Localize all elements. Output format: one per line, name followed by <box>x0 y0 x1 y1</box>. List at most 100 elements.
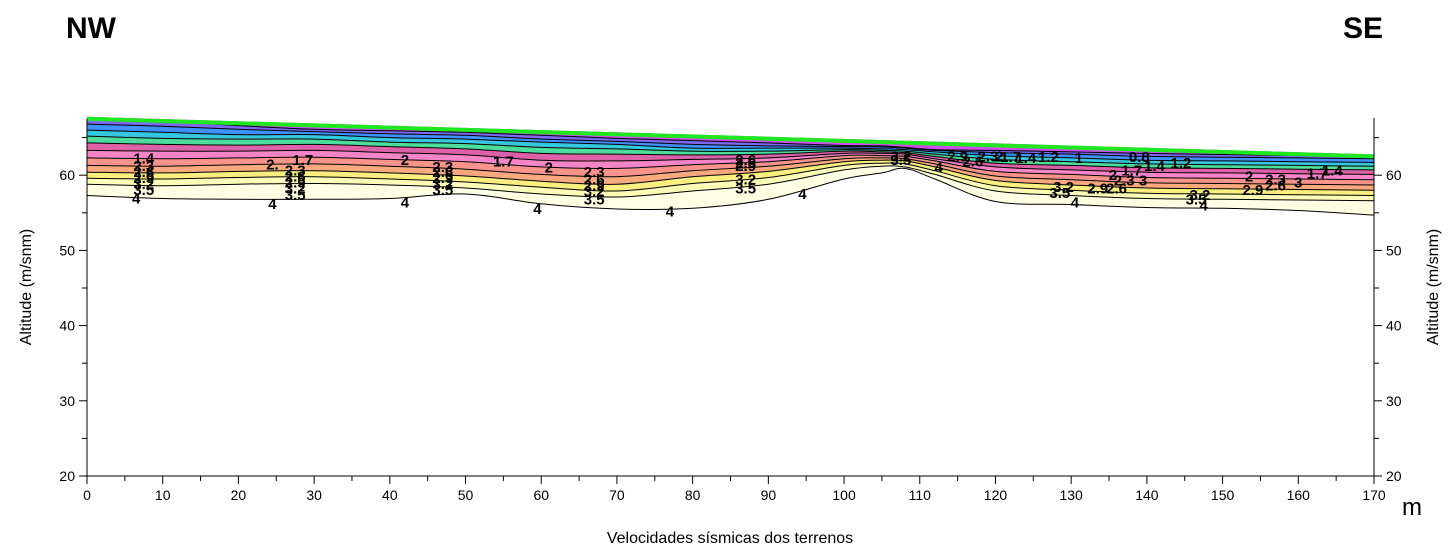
contour-label: 2.9 <box>1087 181 1108 198</box>
contour-line-3-5 <box>87 165 1374 202</box>
contour-line-4 <box>87 167 1374 216</box>
contour-label: 3.2 <box>735 172 756 189</box>
contour-line-1 <box>87 123 1374 160</box>
contour-label: 3.2 <box>133 176 154 193</box>
contour-label: 4 <box>798 186 807 203</box>
contour-lines <box>87 119 1374 216</box>
contour-line-2-9 <box>87 159 1374 191</box>
contour-label: 2 <box>545 160 553 177</box>
contour-label: 2.3 <box>1265 172 1286 189</box>
velocity-band-3-2 <box>87 160 1374 196</box>
contour-label: 2.6 <box>432 164 453 181</box>
contour-line-1-4 <box>87 135 1374 167</box>
x-tick-label: 0 <box>83 487 91 503</box>
contour-line-1-7 <box>87 142 1374 171</box>
contour-line-3-2 <box>87 162 1374 196</box>
contour-label: 1.7 <box>1121 163 1142 180</box>
contour-label: 2.3 <box>735 155 756 172</box>
contour-label: 3.5 <box>735 181 756 198</box>
y-tick-label-left: 60 <box>59 167 75 183</box>
contour-label: 2.3 <box>133 158 154 175</box>
contour-label: 1.2 <box>1171 155 1192 172</box>
x-tick-label: 70 <box>609 487 625 503</box>
contour-label: 4 <box>935 160 944 177</box>
contour-label: 2 <box>1245 169 1253 186</box>
contour-label: 1.4 <box>1144 158 1166 175</box>
x-axis-title: Velocidades sísmicas dos terrenos <box>607 530 853 547</box>
contour-labels: 1.42.32.62.93.23.542. 1.72.32.62.93.23.54… <box>132 148 1343 220</box>
contour-label: 2.9 <box>1242 182 1263 199</box>
contour-label: 2.9 <box>584 178 605 195</box>
contour-label: 2.3 <box>977 148 998 165</box>
y-tick-label-left: 40 <box>59 318 75 334</box>
contour-label: 3 <box>1294 175 1302 192</box>
y-tick-label-right: 30 <box>1386 393 1402 409</box>
contour-label: 2.9 <box>285 175 306 192</box>
corner-label-se: SE <box>1343 12 1384 45</box>
contour-label: 3.5 <box>285 187 306 204</box>
contour-label: 4 <box>533 201 542 218</box>
contour-label: 1.7 <box>1000 149 1021 166</box>
x-tick-label: 50 <box>458 487 474 503</box>
y-axis-title-right: Altitude (m/snm) <box>1425 229 1442 345</box>
contour-label: 4 <box>1071 194 1080 211</box>
contour-label: 1.7 <box>1307 166 1328 183</box>
y-tick-label-right: 20 <box>1386 468 1402 484</box>
contour-line-0-8 <box>87 119 1374 158</box>
axes: 0 10 20 30 40 50 60 70 80 90 100 110 120 130 140 150 160… <box>59 118 1402 503</box>
x-tick-label: 10 <box>155 487 171 503</box>
contour-label: 2.6 <box>584 172 605 189</box>
x-tick-label: 30 <box>306 487 322 503</box>
contour-label: 3.2 <box>890 148 911 165</box>
contour-label: 2.6 <box>735 152 756 169</box>
contour-label: 2.6 <box>1106 181 1127 198</box>
contour-label: 2.6 <box>962 154 983 171</box>
contour-label: 1.4 <box>1322 163 1344 180</box>
x-tick-label: 100 <box>832 487 856 503</box>
contour-label: 3.2 <box>1053 179 1074 196</box>
contour-label: 2.6 <box>285 169 306 186</box>
velocity-band-1-2 <box>87 124 1374 163</box>
contour-label: 2.6 <box>1265 178 1286 195</box>
contour-line-1-2 <box>87 129 1374 163</box>
x-tick-label: 170 <box>1362 487 1386 503</box>
y-tick-label-left: 30 <box>59 393 75 409</box>
y-tick-label-left: 50 <box>59 242 75 258</box>
x-tick-label: 160 <box>1287 487 1311 503</box>
ground-surface-line <box>86 116 1375 159</box>
contour-label: 3.5 <box>890 152 911 169</box>
contour-label: 1.7 <box>493 154 514 171</box>
x-tick-label: 60 <box>533 487 549 503</box>
x-tick-label: 90 <box>761 487 777 503</box>
x-tick-label: 150 <box>1211 487 1235 503</box>
x-tick-label: 130 <box>1059 487 1083 503</box>
contour-label: 3.2 <box>432 176 453 193</box>
contour-label: 2 <box>995 148 1003 165</box>
contour-label: 3.2 <box>285 181 306 198</box>
y-axis-title-left: Altitude (m/snm) <box>18 229 35 345</box>
x-tick-label: 120 <box>984 487 1008 503</box>
ground-surface-line-group <box>86 116 1375 159</box>
x-tick-label: 40 <box>382 487 398 503</box>
contour-line-2-6 <box>87 157 1374 186</box>
contour-label: 2.9 <box>133 170 154 187</box>
contour-label: 2.3 <box>584 164 605 181</box>
y-tick-label-right: 40 <box>1386 318 1402 334</box>
contour-line-2 <box>87 149 1374 175</box>
contour-label: 3.2 <box>584 184 605 201</box>
contour-label: 1.2 <box>1038 149 1059 166</box>
contour-label: 1.4 <box>133 151 155 168</box>
contour-label: 3 <box>1139 172 1147 189</box>
y-tick-label-right: 50 <box>1386 242 1402 258</box>
contour-label: 4 <box>268 196 277 213</box>
contour-label: 4 <box>401 194 410 211</box>
contour-label: 2.3 <box>1114 172 1135 189</box>
contour-label: 4 <box>132 191 141 208</box>
contour-label: 2.6 <box>133 164 154 181</box>
contour-label: 0.8 <box>1129 149 1150 166</box>
velocity-band-1-4 <box>87 130 1374 167</box>
contour-label: 3.5 <box>432 182 453 199</box>
contour-label: 2.3 <box>432 159 453 176</box>
y-tick-label-left: 20 <box>59 468 75 484</box>
